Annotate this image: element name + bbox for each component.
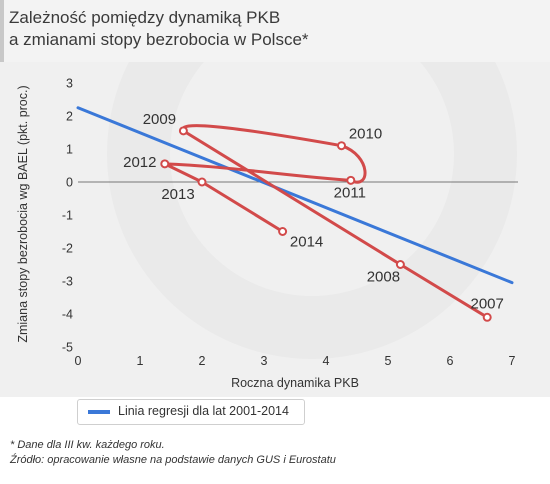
point-label-2012: 2012 [123,154,156,171]
y-tick-label: 2 [66,110,73,124]
y-tick-label: 3 [66,77,73,91]
y-tick-label: 0 [66,176,73,190]
x-tick-label: 0 [75,354,82,368]
header-accent [0,0,4,62]
legend-swatch-regression [88,410,110,414]
legend-label-regression: Linia regresji dla lat 2001-2014 [118,404,289,418]
chart-title-line-1: Zależność pomiędzy dynamiką PKB [9,8,281,27]
data-point-2010 [337,141,346,151]
y-tick-label: -1 [62,209,73,223]
data-point-2012 [160,159,170,169]
y-tick-label: -2 [62,242,73,256]
data-series-line [163,124,489,319]
point-label-2009: 2009 [143,111,176,128]
series-lines [76,106,514,319]
data-point-2008 [395,260,405,269]
x-tick-label: 7 [509,354,516,368]
point-label-2007: 2007 [471,295,504,312]
legend: Linia regresji dla lat 2001-2014 [77,399,305,425]
data-point-2013 [197,177,207,187]
y-tick-label: -4 [62,308,73,322]
x-tick-label: 1 [137,354,144,368]
y-tick-label: -3 [62,275,73,289]
point-label-2010: 2010 [349,126,382,143]
footnote-source: Źródło: opracowanie własne na podstawie … [10,454,336,466]
series-points [160,126,492,322]
point-label-2013: 2013 [161,186,194,203]
y-tick-label: -5 [62,341,73,355]
point-label-2014: 2014 [290,234,323,251]
y-axis-title: Zmiana stopy bezrobocia wg BAEL (pkt. pr… [16,85,30,342]
data-point-2009 [178,126,188,136]
chart-plot: 0 1 2 3 4 5 6 7 3 2 1 0 -1 -2 -3 -4 -5 Roczna dynamika PK… [16,62,518,390]
point-label-2008: 2008 [367,269,400,286]
x-tick-label: 3 [261,354,268,368]
data-point-2007 [482,312,492,322]
x-tick-label: 5 [385,354,392,368]
y-tick-label: 1 [66,143,73,157]
regression-line [76,106,514,285]
data-point-2014 [278,227,288,236]
chart-header: Zależność pomiędzy dynamiką PKB a zmiana… [0,0,550,62]
chart-title-line-2: a zmianami stopy bezrobocia w Polsce* [9,30,309,49]
point-labels: 2007 2008 2009 2010 2011 2012 2013 2014 [123,111,504,312]
x-tick-label: 2 [199,354,206,368]
axes: 0 1 2 3 4 5 6 7 3 2 1 0 -1 -2 -3 -4 -5 Roczna dynamika PK… [16,77,518,390]
data-point-2011 [346,175,356,185]
point-label-2011: 2011 [334,184,366,201]
x-tick-label: 4 [323,354,330,368]
x-axis-title: Roczna dynamika PKB [231,376,359,390]
footnote-1: * Dane dla III kw. każdego roku. [10,439,165,451]
x-tick-label: 6 [447,354,454,368]
